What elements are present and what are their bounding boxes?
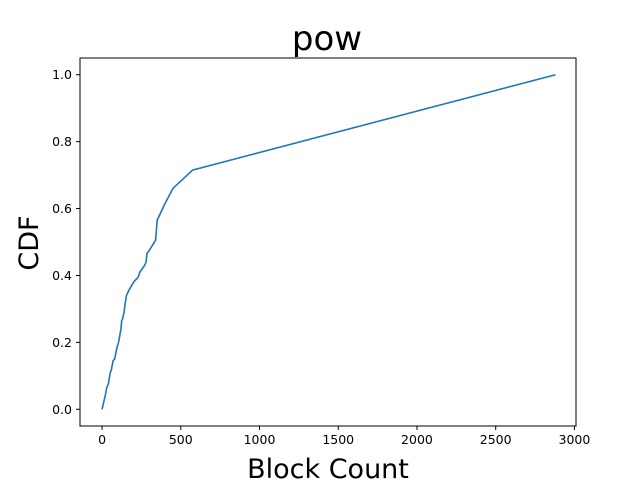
x-tick-label: 1500 bbox=[322, 432, 354, 447]
x-tick-label: 2000 bbox=[401, 432, 433, 447]
x-axis-label: Block Count bbox=[247, 454, 409, 480]
y-axis-label: CDF bbox=[14, 215, 45, 270]
y-axis: 0.0 0.2 0.4 0.6 0.8 1.0 bbox=[52, 67, 80, 417]
x-tick-label: 3000 bbox=[559, 432, 591, 447]
y-tick-label: 0.6 bbox=[52, 201, 72, 216]
y-tick-label: 0.8 bbox=[52, 134, 72, 149]
plot-area-frame bbox=[79, 57, 577, 427]
y-tick-label: 1.0 bbox=[52, 67, 72, 82]
x-tick-label: 1000 bbox=[244, 432, 276, 447]
cdf-line bbox=[101, 73, 556, 410]
x-tick-label: 2500 bbox=[480, 432, 512, 447]
y-tick-label: 0.2 bbox=[52, 335, 72, 350]
x-axis: 0 500 1000 1500 2000 2500 3000 bbox=[98, 426, 590, 447]
y-tick-label: 0.0 bbox=[52, 402, 72, 417]
chart-title: pow bbox=[292, 19, 362, 59]
x-tick-label: 500 bbox=[169, 432, 193, 447]
y-tick-label: 0.4 bbox=[52, 268, 72, 283]
x-tick-label: 0 bbox=[98, 432, 106, 447]
